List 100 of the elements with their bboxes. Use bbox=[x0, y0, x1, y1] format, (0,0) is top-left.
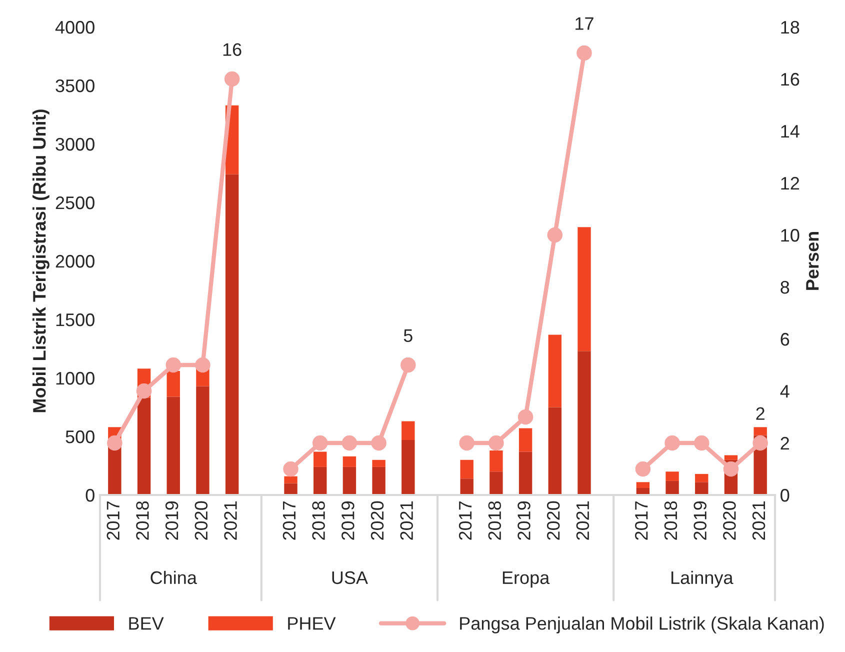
x-tick-label: 2017 bbox=[458, 501, 472, 540]
bar bbox=[695, 474, 708, 482]
legend-label: BEV bbox=[129, 617, 164, 630]
bar bbox=[166, 370, 180, 397]
bar bbox=[402, 440, 415, 495]
bar bbox=[578, 227, 591, 352]
y-tick-label: 1500 bbox=[56, 313, 94, 326]
y2-tick-label: 10 bbox=[781, 228, 800, 242]
x-tick-label: 2021 bbox=[752, 501, 766, 540]
bar bbox=[578, 351, 591, 495]
text: Lainnya bbox=[671, 570, 734, 588]
point bbox=[752, 435, 768, 451]
point bbox=[312, 435, 328, 451]
bar bbox=[666, 472, 679, 481]
point bbox=[723, 461, 739, 477]
bar bbox=[460, 478, 474, 495]
point bbox=[518, 409, 534, 425]
y2-tick-label: 12 bbox=[781, 176, 800, 190]
point bbox=[224, 71, 240, 87]
y-tick-label: 3000 bbox=[56, 138, 94, 151]
y-tick-label: 3500 bbox=[56, 79, 94, 92]
point bbox=[547, 227, 563, 243]
text: Eropa bbox=[502, 571, 550, 588]
x-tick-label: 2020 bbox=[546, 501, 560, 540]
point bbox=[195, 357, 210, 373]
bar bbox=[490, 472, 503, 495]
point bbox=[283, 461, 298, 477]
point bbox=[166, 357, 182, 373]
point bbox=[342, 435, 358, 451]
text: China bbox=[150, 570, 197, 584]
bar bbox=[460, 460, 474, 479]
x-tick-label: 2017 bbox=[282, 501, 296, 540]
y2-tick-label: 14 bbox=[781, 125, 800, 138]
y2-tick-label: 4 bbox=[780, 385, 790, 398]
point bbox=[400, 357, 416, 373]
bar bbox=[518, 428, 532, 452]
x-tick-label: 2018 bbox=[136, 501, 149, 540]
x-tick-label: 2018 bbox=[312, 501, 325, 540]
bar bbox=[225, 174, 239, 495]
x-tick-label: 2020 bbox=[723, 501, 736, 540]
y-tick-label: 2500 bbox=[56, 196, 94, 210]
bar bbox=[342, 466, 356, 495]
data-label: 16 bbox=[223, 43, 242, 56]
bar bbox=[284, 476, 298, 484]
bar bbox=[724, 455, 738, 460]
x-tick-label: 2017 bbox=[634, 501, 648, 540]
text: USA bbox=[332, 571, 368, 584]
y-tick-label: 1000 bbox=[56, 372, 94, 385]
bar bbox=[548, 334, 562, 408]
y2-axis-title: Persen bbox=[806, 232, 819, 290]
point bbox=[635, 461, 651, 477]
x-tick-label: 2017 bbox=[106, 501, 120, 540]
bar bbox=[402, 421, 415, 440]
data-label: 5 bbox=[404, 329, 412, 342]
legend-label: Pangsa Penjualan Mobil Listrik (Skala Kanan) bbox=[460, 616, 824, 634]
legend-label: PHEV bbox=[288, 617, 336, 630]
point bbox=[488, 435, 504, 451]
x-tick-label: 2019 bbox=[342, 501, 354, 540]
bar bbox=[754, 427, 767, 436]
bar bbox=[284, 483, 298, 495]
x-tick-label: 2021 bbox=[224, 501, 237, 540]
bar bbox=[666, 480, 679, 495]
y-axis-title: Mobil Listrik Terigistrasi (Ribu Unit) bbox=[32, 110, 50, 412]
y2-tick-label: 6 bbox=[780, 332, 790, 346]
bar bbox=[548, 407, 562, 495]
x-tick-label: 2020 bbox=[370, 501, 384, 540]
bar bbox=[372, 466, 386, 495]
y2-tick-label: 18 bbox=[781, 20, 800, 34]
x-tick-label: 2019 bbox=[165, 501, 178, 540]
bar bbox=[196, 386, 210, 495]
point bbox=[694, 435, 710, 451]
bar bbox=[518, 452, 532, 495]
point bbox=[576, 45, 592, 61]
data-label: 17 bbox=[576, 17, 594, 30]
y2-tick-label: 0 bbox=[780, 488, 790, 502]
bar bbox=[695, 482, 708, 495]
bar bbox=[636, 482, 650, 488]
point bbox=[136, 383, 152, 399]
bar bbox=[314, 466, 327, 495]
bar bbox=[314, 452, 327, 467]
bar bbox=[342, 456, 356, 467]
x-tick-label: 2020 bbox=[194, 501, 208, 540]
data-label: 2 bbox=[756, 407, 764, 420]
point bbox=[371, 435, 386, 451]
x-tick-label: 2018 bbox=[664, 501, 678, 540]
x-tick-label: 2021 bbox=[400, 501, 413, 540]
y2-tick-label: 2 bbox=[780, 436, 789, 450]
x-tick-label: 2019 bbox=[518, 501, 530, 540]
y-tick-label: 500 bbox=[66, 430, 94, 444]
x-tick-label: 2019 bbox=[694, 501, 706, 540]
bar bbox=[490, 450, 503, 472]
bar bbox=[137, 398, 151, 495]
bar bbox=[372, 460, 386, 467]
x-tick-label: 2018 bbox=[488, 501, 502, 540]
point bbox=[664, 435, 680, 451]
point bbox=[459, 435, 474, 451]
x-tick-label: 2021 bbox=[576, 501, 590, 540]
y-tick-label: 0 bbox=[86, 488, 94, 502]
bar bbox=[166, 396, 180, 495]
y2-tick-label: 16 bbox=[781, 72, 800, 86]
